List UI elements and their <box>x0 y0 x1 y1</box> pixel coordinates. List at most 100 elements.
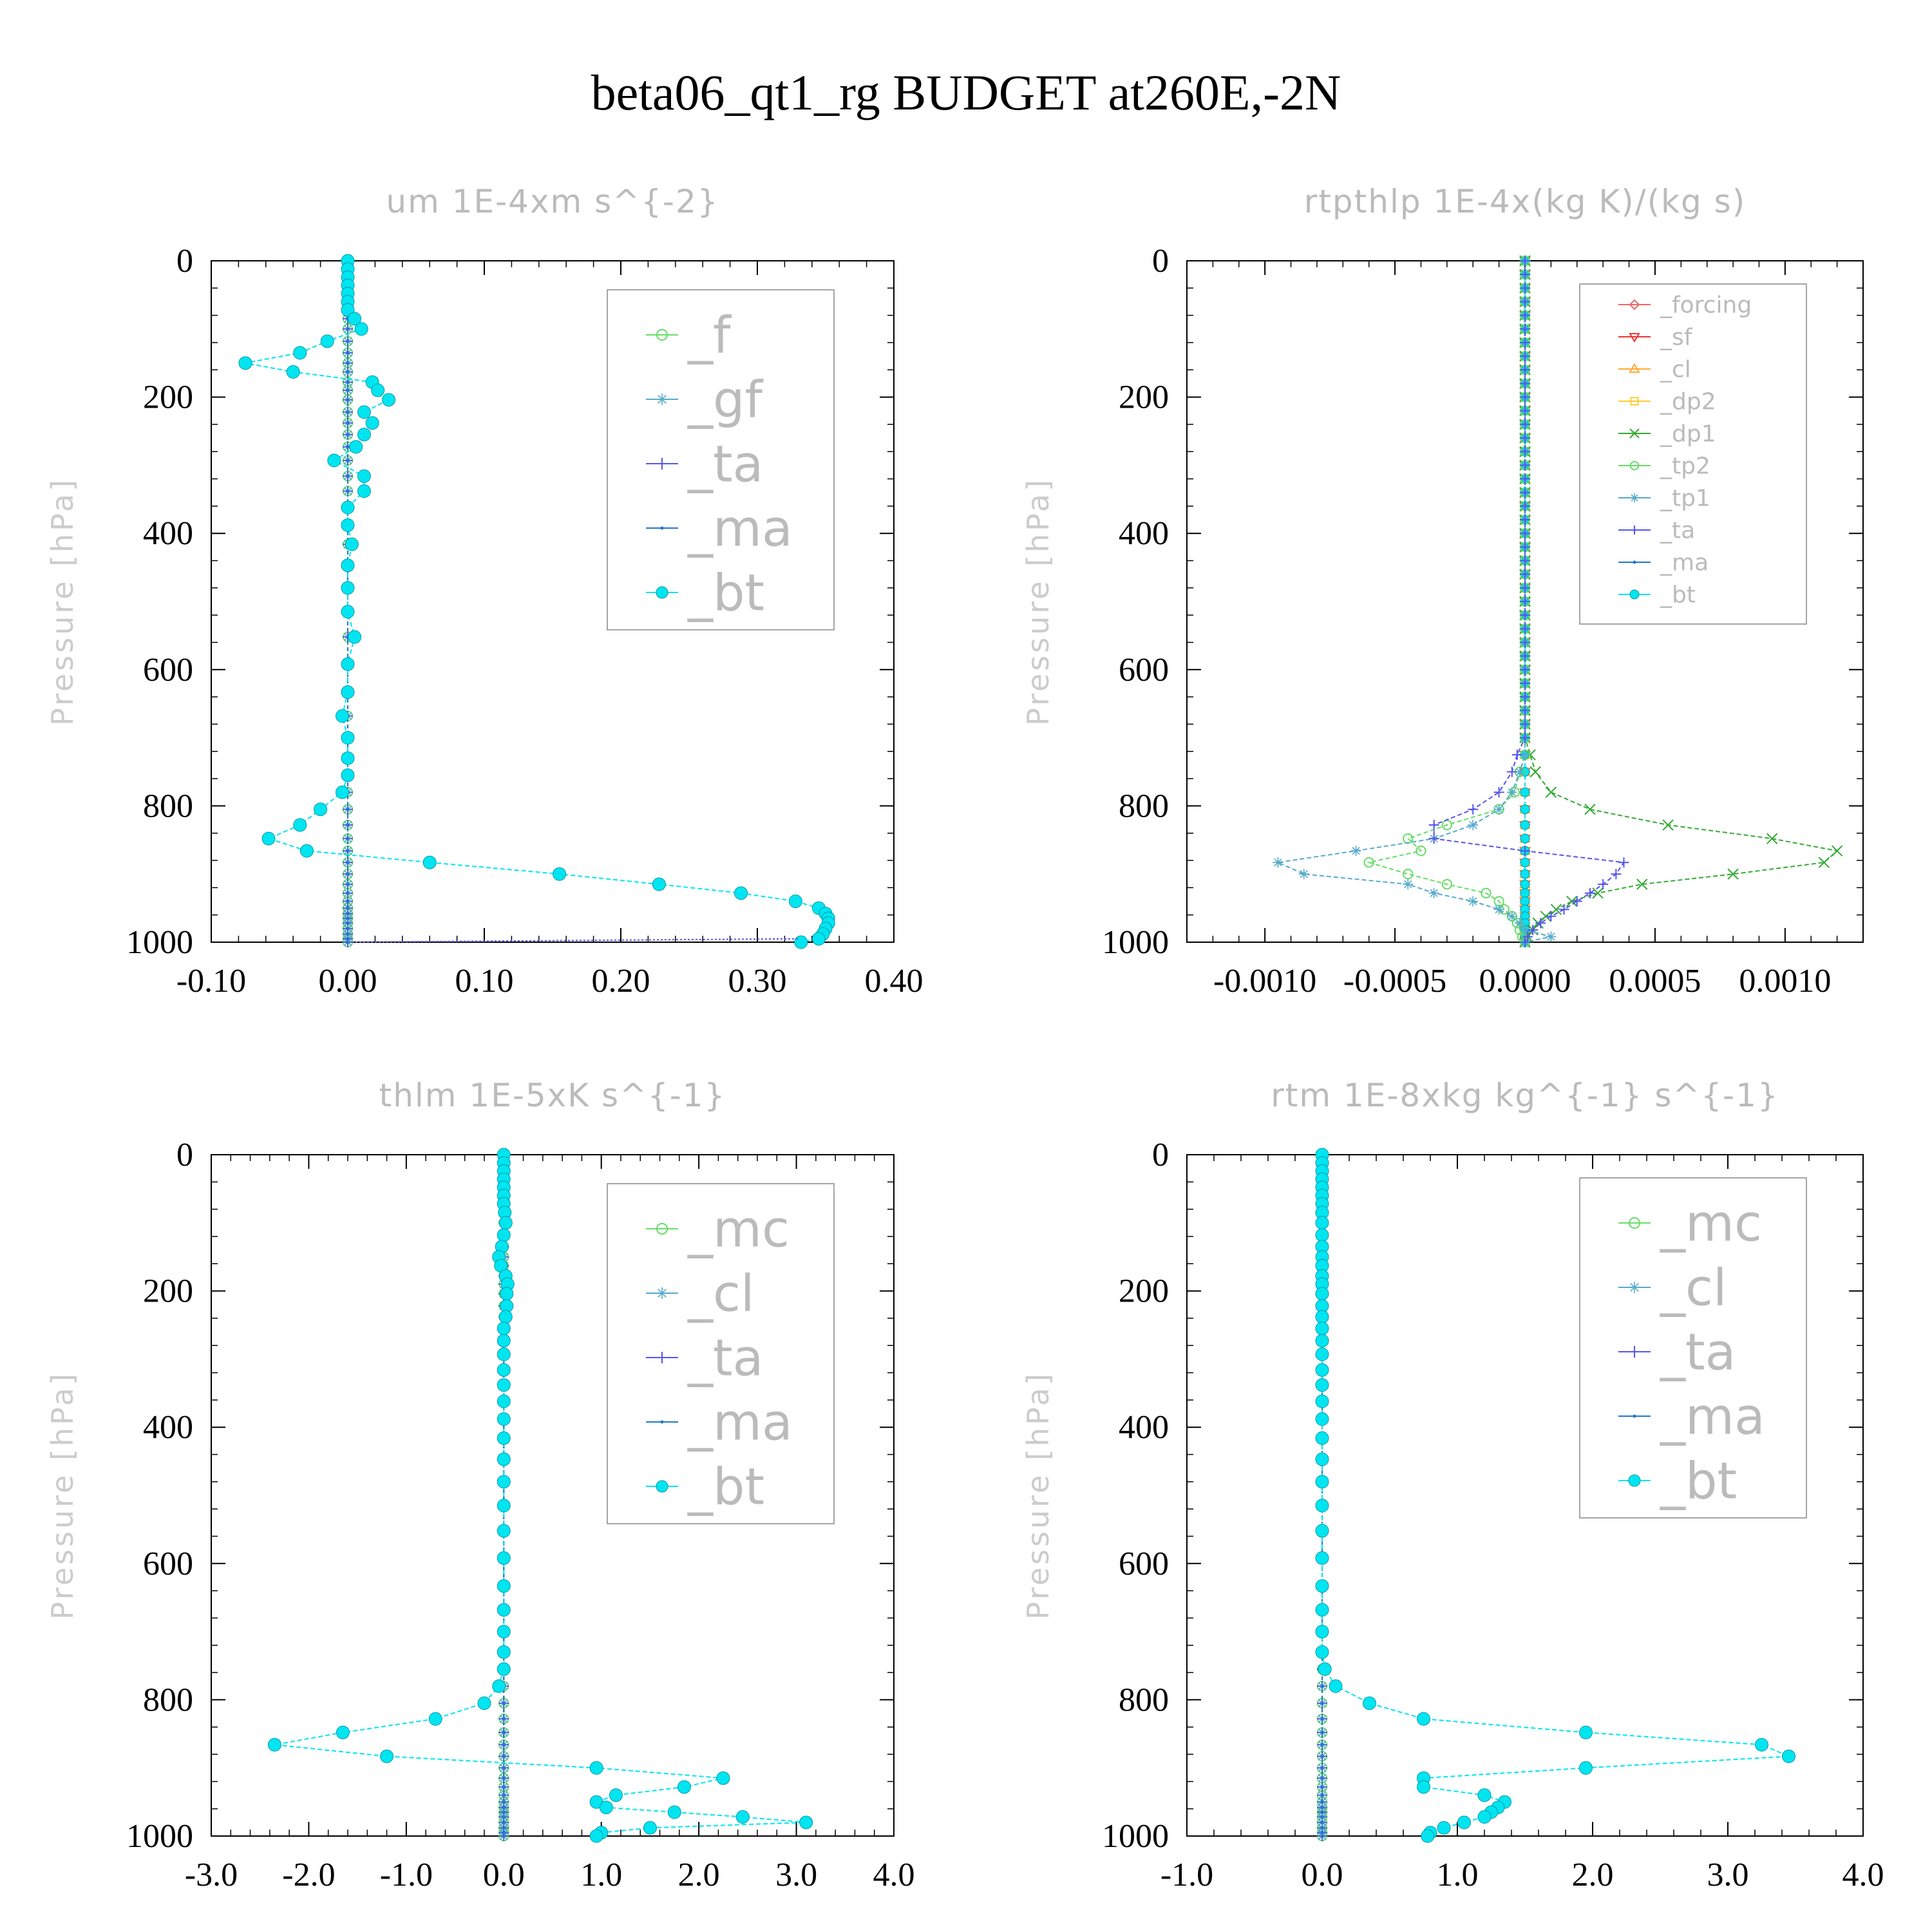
plot-frame <box>211 1154 895 1837</box>
y-tick-label: 0 <box>176 1137 193 1173</box>
data-point <box>346 433 350 437</box>
legend-entry: _sf <box>1618 325 1693 351</box>
data-point <box>314 802 328 817</box>
data-point <box>811 932 826 946</box>
data-point <box>599 1801 613 1815</box>
legend-entry: _f <box>646 307 732 365</box>
data-point <box>1530 766 1541 778</box>
y-tick-label: 200 <box>1119 1273 1169 1310</box>
x-tick-label: 1.0 <box>1437 1857 1479 1893</box>
data-point <box>1520 378 1530 389</box>
data-point <box>1428 833 1439 844</box>
series-line-ta-surface <box>347 938 799 943</box>
data-point <box>498 1216 513 1230</box>
legend-entry: _ma <box>646 1394 793 1452</box>
data-point <box>346 837 350 840</box>
legend-entry: _ma <box>646 500 793 558</box>
data-point <box>428 1712 442 1726</box>
data-point <box>799 1815 813 1830</box>
figure-title: beta06_qt1_rg BUDGET at260E,-2N <box>591 64 1341 120</box>
data-point <box>502 1766 506 1770</box>
y-axis-label: Pressure [hPa] <box>1021 477 1056 726</box>
data-point <box>1520 433 1530 444</box>
data-point <box>735 1810 750 1824</box>
legend-label: _forcing <box>1660 292 1752 319</box>
data-point <box>1558 904 1569 915</box>
data-point <box>346 823 350 827</box>
data-point <box>1636 878 1648 890</box>
data-point <box>1598 879 1609 890</box>
data-point <box>502 1826 506 1830</box>
data-point <box>346 421 350 425</box>
panel-title: rtm 1E-8xkg kg^{-1} s^{-1} <box>1271 1077 1779 1114</box>
data-point <box>788 895 802 909</box>
data-point <box>497 1579 511 1593</box>
data-point <box>656 393 668 405</box>
data-point <box>1629 460 1640 471</box>
data-point <box>346 872 350 876</box>
data-point <box>1584 803 1596 815</box>
y-tick-label: 1000 <box>126 1818 193 1855</box>
data-point <box>497 1524 511 1538</box>
data-point <box>1522 931 1533 942</box>
y-tick-label: 0 <box>1152 1137 1169 1173</box>
data-point <box>1298 869 1309 880</box>
legend-entry: _ta <box>1618 518 1695 544</box>
legend-label: _tp2 <box>1660 453 1710 480</box>
legend-label: _gf <box>687 371 764 429</box>
data-point <box>346 398 350 402</box>
data-point <box>1520 857 1530 867</box>
data-point <box>1437 1821 1451 1835</box>
data-point <box>345 537 359 551</box>
data-point <box>1315 1551 1329 1565</box>
data-point <box>1315 1287 1329 1301</box>
data-point <box>267 1738 281 1752</box>
legend-entry: _ma <box>1618 1388 1765 1446</box>
data-point <box>341 518 355 533</box>
data-point <box>656 458 668 469</box>
data-point <box>341 685 355 699</box>
legend: _mc _cl _ta _ma _bt <box>1579 1177 1807 1519</box>
data-point <box>1520 879 1530 889</box>
data-point <box>346 916 350 920</box>
data-point <box>346 808 350 811</box>
data-point <box>497 1662 511 1676</box>
panel-title: thlm 1E-5xK s^{-1} <box>379 1077 726 1114</box>
data-point <box>346 849 350 853</box>
legend-entry: _tp1 <box>1618 486 1710 512</box>
data-point <box>497 1475 511 1489</box>
y-axis-label: Pressure [hPa] <box>1021 1371 1056 1620</box>
data-point <box>1520 351 1530 362</box>
x-tick-label: -2.0 <box>282 1857 335 1893</box>
data-point <box>357 405 371 419</box>
data-point <box>1520 787 1530 797</box>
data-point <box>371 383 385 397</box>
data-point <box>1315 1394 1329 1408</box>
data-point <box>380 1749 394 1763</box>
data-point <box>346 900 350 904</box>
data-point <box>1477 1788 1492 1803</box>
legend-label: _f <box>687 307 732 365</box>
data-point <box>477 1696 491 1710</box>
data-point <box>1273 857 1283 868</box>
legend-entry: _mc <box>646 1200 790 1258</box>
legend-box <box>607 289 835 630</box>
legend-label: _cl <box>1660 1259 1727 1317</box>
data-point <box>497 1347 511 1361</box>
data-point <box>498 1310 513 1324</box>
data-point <box>1520 719 1530 730</box>
data-point <box>497 1645 511 1659</box>
x-tick-label: 0.0010 <box>1739 963 1831 999</box>
legend-label: _ta <box>687 435 763 493</box>
legend-label: _dp2 <box>1660 389 1716 415</box>
data-point <box>1584 887 1595 898</box>
data-point <box>1520 365 1530 375</box>
data-point <box>1520 296 1530 307</box>
data-point <box>1629 333 1640 343</box>
legend-entry: _ta <box>646 435 763 493</box>
legend-label: _ta <box>1660 518 1695 544</box>
data-point <box>1611 869 1622 880</box>
series-markers-bt <box>267 1148 813 1843</box>
x-tick-label: 0.0 <box>483 1857 525 1893</box>
y-axis-label: Pressure [hPa] <box>45 1371 80 1620</box>
